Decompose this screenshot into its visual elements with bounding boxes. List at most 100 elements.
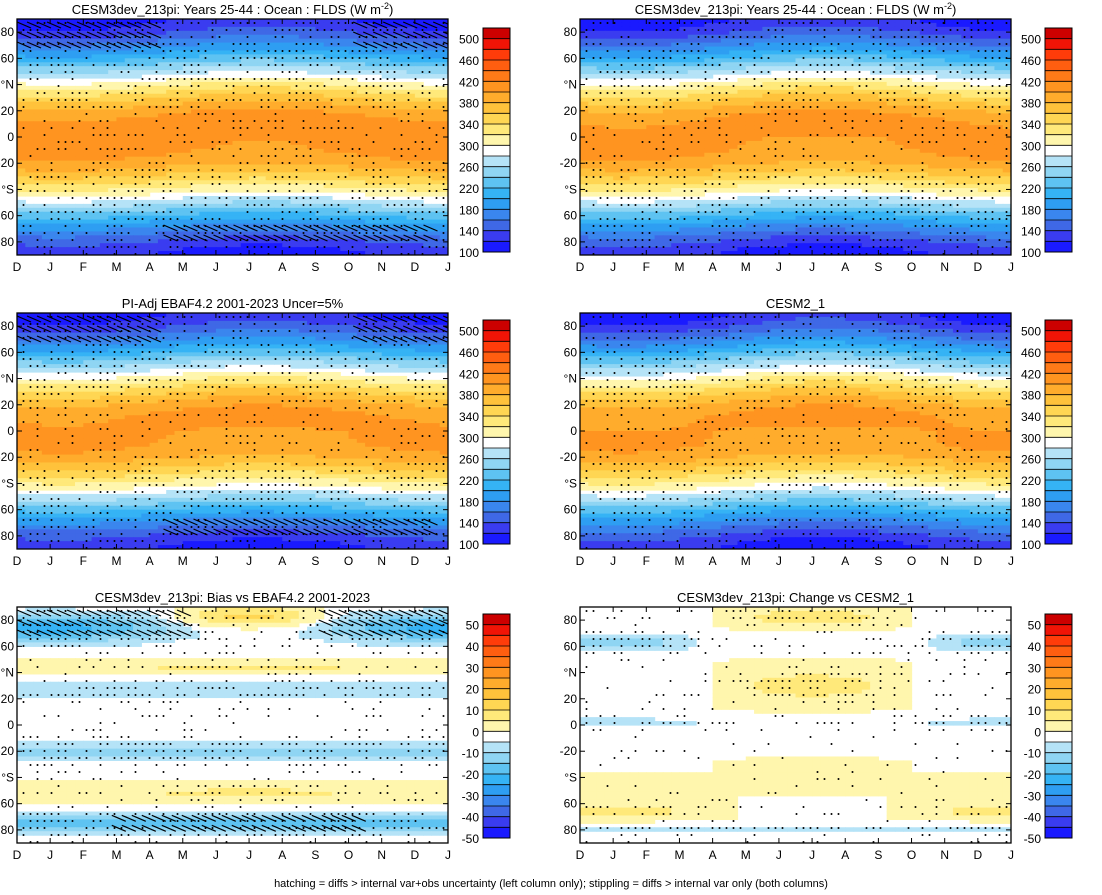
field-cell: [704, 58, 714, 63]
field-cell: [729, 30, 739, 36]
field-cell: [75, 117, 84, 122]
field-cell: [340, 235, 350, 240]
field-cell: [75, 54, 84, 59]
field-cell: [348, 148, 358, 154]
field-cell: [795, 30, 805, 36]
field-cell: [373, 85, 383, 91]
field-cell: [414, 58, 424, 63]
field-cell: [903, 148, 913, 154]
field-cell: [762, 113, 772, 118]
field-cell: [414, 54, 424, 59]
field-cell: [720, 30, 730, 36]
field-cell: [638, 38, 647, 44]
field-cell: [911, 46, 921, 52]
field-cell: [257, 81, 267, 87]
field-cell: [124, 140, 134, 146]
field-cell: [298, 50, 308, 55]
field-cell: [687, 46, 697, 52]
field-cell: [936, 101, 946, 107]
field-cell: [853, 38, 863, 44]
field-cell: [414, 247, 424, 252]
field-cell: [936, 160, 946, 166]
field-cell: [224, 133, 234, 138]
field-cell: [207, 172, 217, 177]
field-cell: [944, 19, 954, 24]
field-cell: [17, 97, 26, 103]
field-cell: [696, 19, 705, 24]
field-cell: [249, 235, 258, 240]
field-cell: [50, 26, 60, 32]
field-cell: [704, 19, 714, 24]
field-cell: [315, 160, 325, 166]
field-cell: [431, 125, 441, 130]
field-cell: [290, 97, 300, 103]
field-cell: [770, 125, 780, 130]
field-cell: [903, 144, 913, 150]
field-cell: [870, 113, 879, 118]
field-cell: [398, 105, 408, 111]
field-cell: [99, 93, 109, 99]
field-cell: [282, 172, 292, 177]
field-cell: [613, 50, 623, 55]
field-cell: [787, 81, 797, 87]
field-cell: [671, 50, 681, 55]
field-cell: [182, 34, 192, 40]
field-cell: [654, 54, 664, 59]
field-cell: [894, 81, 904, 87]
field-cell: [986, 54, 996, 59]
field-cell: [323, 156, 333, 162]
field-cell: [778, 85, 788, 91]
field-cell: [812, 125, 821, 130]
field-cell: [911, 58, 921, 63]
field-cell: [398, 148, 408, 154]
field-cell: [348, 251, 358, 255]
field-cell: [215, 137, 225, 142]
field-cell: [83, 129, 93, 134]
field-cell: [141, 148, 151, 154]
field-cell: [423, 231, 433, 236]
field-cell: [182, 152, 192, 158]
field-cell: [207, 247, 217, 252]
field-cell: [108, 26, 118, 32]
field-cell: [588, 148, 598, 154]
field-cell: [257, 62, 267, 67]
field-cell: [182, 231, 192, 236]
field-cell: [174, 164, 184, 170]
field-cell: [687, 152, 697, 158]
field-cell: [182, 164, 192, 170]
field-cell: [83, 164, 93, 170]
field-cell: [240, 160, 250, 166]
field-cell: [431, 247, 441, 252]
field-cell: [704, 156, 714, 162]
field-cell: [273, 62, 283, 67]
field-cell: [638, 101, 647, 107]
field-cell: [836, 97, 846, 103]
field-cell: [133, 74, 142, 79]
field-cell: [174, 105, 184, 111]
field-cell: [108, 81, 118, 87]
field-cell: [878, 26, 888, 32]
field-cell: [249, 188, 258, 193]
field-cell: [886, 133, 896, 138]
field-cell: [298, 207, 308, 213]
field-cell: [33, 223, 43, 229]
field-cell: [249, 50, 258, 55]
field-cell: [174, 215, 184, 221]
field-cell: [878, 129, 888, 134]
field-cell: [406, 117, 416, 122]
field-cell: [108, 66, 118, 71]
field-cell: [224, 219, 234, 225]
field-cell: [166, 26, 176, 32]
field-cell: [729, 101, 739, 107]
field-cell: [928, 30, 938, 36]
field-cell: [870, 156, 879, 162]
field-cell: [273, 172, 283, 177]
field-cell: [240, 121, 250, 126]
field-cell: [439, 172, 448, 177]
field-cell: [265, 46, 275, 52]
field-cell: [199, 207, 209, 213]
field-cell: [439, 54, 448, 59]
field-cell: [365, 160, 375, 166]
field-cell: [638, 117, 647, 122]
field-cell: [961, 89, 971, 95]
